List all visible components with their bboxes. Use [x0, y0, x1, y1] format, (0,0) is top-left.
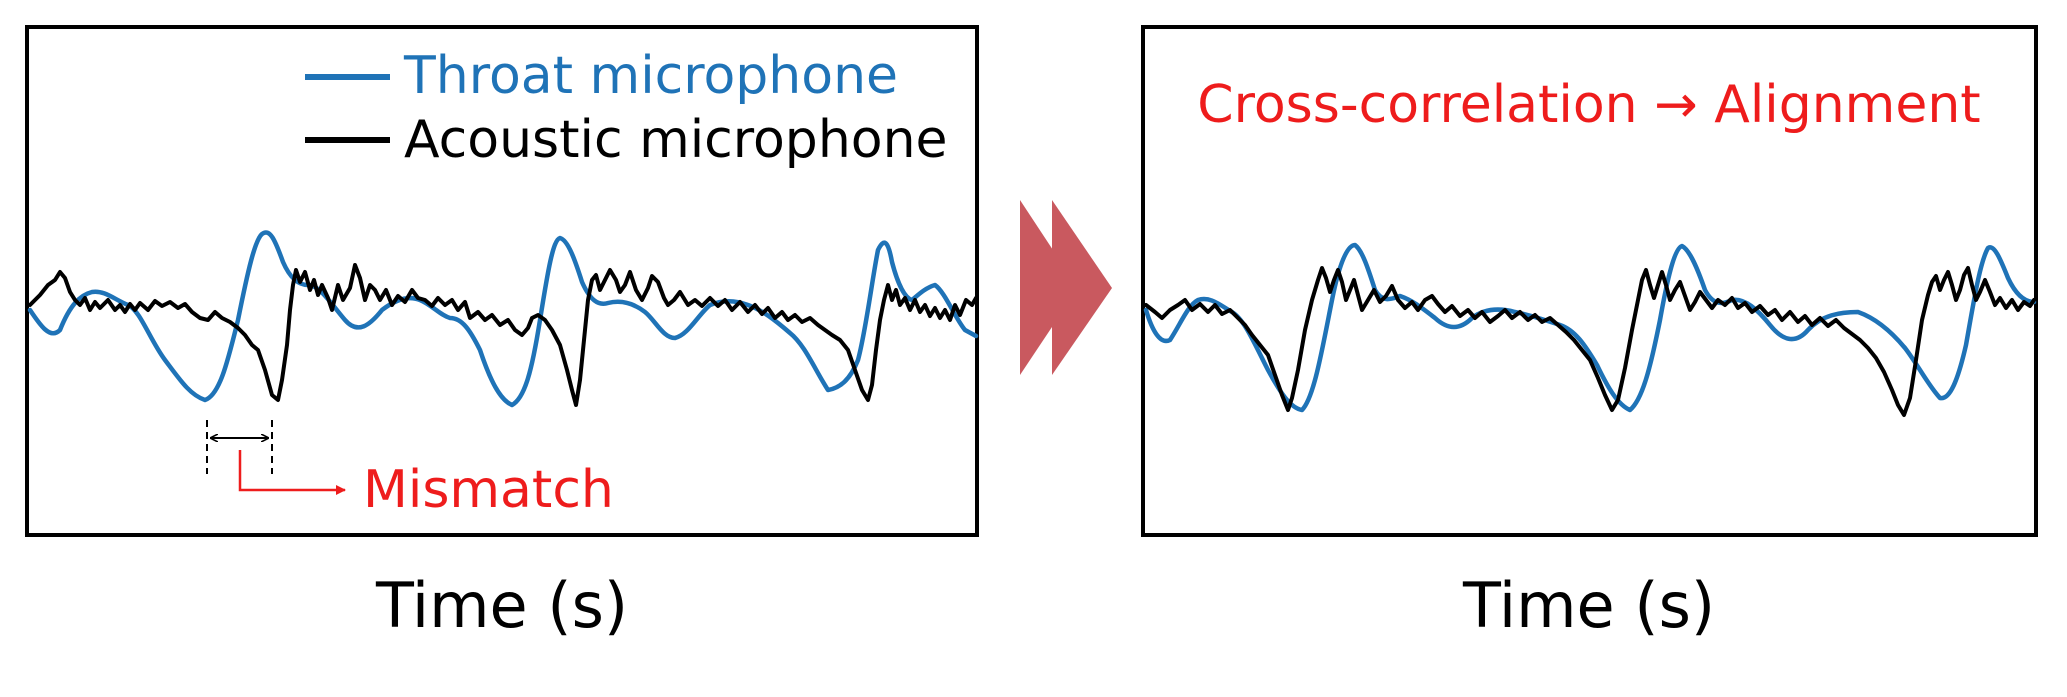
right-panel-title: Cross-correlation → Alignment [1197, 75, 1980, 135]
right-x-axis-label: Time (s) [1462, 569, 1715, 642]
mismatch-indicator: Mismatch [206, 420, 614, 520]
legend: Throat microphone Acoustic microphone [305, 46, 948, 170]
process-arrow [1020, 200, 1112, 375]
right-panel-frame [1141, 25, 2038, 537]
aligned-acoustic-signal-line [1144, 266, 2036, 417]
left-panel: Throat microphone Acoustic microphone Mi… [25, 25, 979, 642]
mismatch-pointer-arrow [238, 450, 346, 495]
process-arrow-chevron-2 [1052, 200, 1112, 375]
right-panel: Cross-correlation → Alignment Time (s) [1141, 25, 2038, 642]
mismatch-label: Mismatch [363, 460, 614, 520]
aligned-throat-signal-line [1143, 242, 2037, 413]
throat-signal-line [27, 230, 979, 408]
left-x-axis-label: Time (s) [375, 569, 628, 642]
legend-label-throat: Throat microphone [403, 46, 898, 106]
process-arrow-chevron-1 [1020, 200, 1078, 375]
legend-label-acoustic: Acoustic microphone [404, 110, 948, 170]
left-panel-frame [25, 25, 979, 537]
acoustic-signal-line [28, 263, 978, 407]
